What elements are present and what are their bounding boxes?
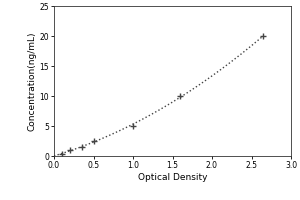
X-axis label: Optical Density: Optical Density: [138, 173, 207, 182]
Y-axis label: Concentration(ng/mL): Concentration(ng/mL): [28, 31, 37, 131]
